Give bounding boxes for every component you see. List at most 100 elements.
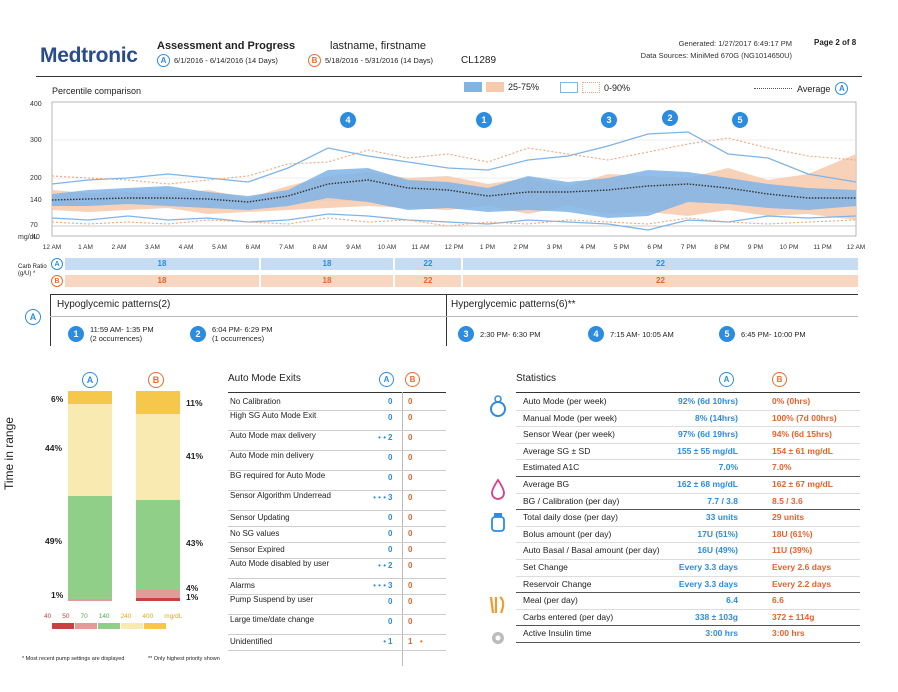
stats-row-value-a: 16U (49%): [697, 545, 738, 556]
x-tick-label: 11 PM: [813, 244, 831, 251]
hyper-pattern-5-time: 6:45 PM- 10:00 PM: [741, 329, 806, 339]
ame-row: Pump Suspend by user 0 0: [228, 594, 446, 615]
hypo-pattern-2[interactable]: 2 6:04 PM- 6:29 PM (1 occurrences): [190, 325, 272, 343]
hyper-pattern-5[interactable]: 5 6:45 PM- 10:00 PM: [719, 326, 806, 342]
stats-top-rule: [516, 392, 860, 393]
stats-row-value-b: 3:00 hrs: [772, 628, 805, 639]
stats-row: Auto Basal / Basal amount (per day) 16U (…: [516, 542, 860, 560]
ame-row: Auto Mode disabled by user • • 2 0: [228, 558, 446, 579]
carb-ratio-label-2: (g/U) *: [18, 271, 36, 277]
stats-row: Active Insulin time 3:00 hrs 3:00 hrs: [516, 625, 860, 643]
stats-row-value-b: Every 2.6 days: [772, 562, 832, 572]
hyper-pattern-3[interactable]: 3 2:30 PM- 6:30 PM: [458, 326, 540, 342]
tir-a-in-pct: 49%: [45, 536, 63, 546]
stats-row: Set Change Every 3.3 days Every 2.6 days: [516, 559, 860, 577]
ame-row-dots-a: •: [383, 637, 386, 646]
stats-row: Auto Mode (per week) 92% (6d 10hrs) 0% (0h…: [516, 393, 860, 411]
hypo-pattern-2-occ: (1 occurrences): [212, 334, 265, 343]
legend-0-90-label: 0-90%: [604, 82, 631, 93]
data-sources: Data Sources: MiniMed 670G (NG1014650U): [640, 51, 792, 60]
stats-row-value-b: 0% (0hrs): [772, 396, 811, 406]
stats-row: Manual Mode (per week) 8% (14hrs) 100% (7d…: [516, 410, 860, 428]
ame-row-value-b: 0: [408, 433, 413, 442]
ame-row-value-b: 0: [408, 453, 413, 462]
patient-id: CL1289: [461, 55, 497, 66]
x-tick-label: 9 PM: [748, 244, 763, 251]
marker-1-label: 1: [481, 115, 486, 125]
stats-row-label: Meal (per day): [523, 595, 578, 606]
marker-4[interactable]: [340, 112, 356, 128]
hyper-pattern-4-num: 4: [588, 326, 604, 342]
ame-row-value-b: 0: [408, 413, 413, 422]
report-title: Assessment and Progress: [157, 40, 296, 52]
ame-row-value-a: 2: [388, 433, 393, 442]
ame-row-dots-a: • • •: [373, 581, 386, 590]
hypo-pattern-1[interactable]: 1 11:59 AM- 1:35 PM (2 occurrences): [68, 325, 154, 343]
legend-0-90: 0-90%: [560, 82, 630, 93]
ame-row-value-a: 3: [388, 493, 393, 502]
x-tick-label: 4 PM: [580, 244, 595, 251]
tir-scale-labels: 40 50 70 140 240 400 mg/dL: [44, 613, 182, 620]
stats-row-value-a: 338 ± 103g: [695, 611, 738, 622]
x-tick-label: 3 PM: [547, 244, 562, 251]
x-tick-label: 1 PM: [480, 244, 495, 251]
y-tick-300: 300: [30, 137, 42, 144]
x-tick-label: 10 AM: [378, 244, 396, 251]
stats-row-value-b: 7.0%: [772, 462, 792, 473]
stats-row-value-a: 17U (51%): [697, 528, 738, 539]
legend-swatch-b: [486, 82, 504, 92]
stats-row: Estimated A1C 7.0% 7.0%: [516, 459, 860, 477]
x-tick-label: 2 AM: [112, 244, 127, 251]
ame-row-label: Auto Mode min delivery: [230, 451, 314, 460]
hypo-pattern-2-time: 6:04 PM- 6:29 PM: [212, 325, 273, 334]
marker-3[interactable]: [601, 112, 617, 128]
stats-row-label: Estimated A1C: [523, 462, 580, 473]
stats-row-value-a: 6.4: [726, 595, 738, 606]
stats-row: Sensor Wear (per week) 97% (6d 19hrs) 94% …: [516, 426, 860, 444]
percentile-chart: 400 300 200 140 70 40 mg/dL 4 1 3 2 5 12…: [18, 101, 865, 251]
carb-a-seg-1: 18: [65, 258, 261, 270]
stats-row-value-a: 33 units: [705, 512, 738, 523]
legend-average: Average A: [754, 82, 849, 95]
stats-row-value-a: 92% (6d 10hrs): [678, 396, 738, 406]
stats-row-value-b: 11U (39%): [772, 545, 813, 556]
ame-row-value-a: 0: [388, 473, 393, 482]
legend-average-line: [754, 88, 792, 89]
hyper-pattern-4[interactable]: 4 7:15 AM- 10:05 AM: [588, 326, 674, 342]
y-tick-140: 140: [30, 197, 42, 204]
tir-a-high: [68, 404, 112, 496]
ame-row-label: Sensor Expired: [230, 545, 285, 554]
hyper-title: Hyperglycemic patterns(6)**: [451, 299, 576, 310]
stats-row-value-a: 155 ± 55 mg/dL: [677, 445, 738, 456]
marker-3-label: 3: [606, 115, 611, 125]
marker-5[interactable]: [732, 112, 748, 128]
tir-a-very-high: [68, 391, 112, 404]
legend-25-75: 25-75%: [464, 82, 539, 92]
ame-row-value-a: 2: [388, 561, 393, 570]
stats-row: Average BG 162 ± 68 mg/dL 162 ± 67 mg/dL: [516, 476, 860, 494]
auto-mode-exits-title: Auto Mode Exits: [228, 373, 301, 384]
x-tick-label: 7 AM: [279, 244, 294, 251]
marker-1[interactable]: [476, 112, 492, 128]
carb-a-seg-4: 22: [656, 259, 665, 268]
ame-row-value-a: 0: [388, 513, 393, 522]
ame-row-value-b: 0: [408, 493, 413, 502]
tir-b-low2-pct: 1%: [186, 592, 199, 602]
ame-row-dots-a: • •: [378, 433, 386, 442]
stats-row-value-b: 100% (7d 00hrs): [772, 412, 837, 423]
x-tick-label: 5 AM: [212, 244, 227, 251]
period-a-range: 6/1/2016 - 6/14/2016 (14 Days): [174, 56, 278, 65]
band-25-75-a: [52, 168, 856, 218]
blood-drop-icon: [488, 478, 508, 505]
band-0-90-lower-b: [51, 217, 857, 227]
marker-2[interactable]: [662, 110, 678, 126]
tir-bar-a: [68, 391, 112, 601]
period-a: A 6/1/2016 - 6/14/2016 (14 Days): [157, 54, 278, 67]
stats-row-label: Auto Mode (per week): [523, 396, 607, 406]
ame-row-value-b: 0: [408, 617, 413, 626]
x-tick-label: 12 PM: [445, 244, 464, 251]
ame-row-label: Auto Mode max delivery: [230, 431, 316, 440]
carb-ratio-badge-b: B: [51, 275, 63, 287]
scale-50: 50: [62, 613, 70, 620]
tir-scale-bar: [52, 623, 166, 629]
